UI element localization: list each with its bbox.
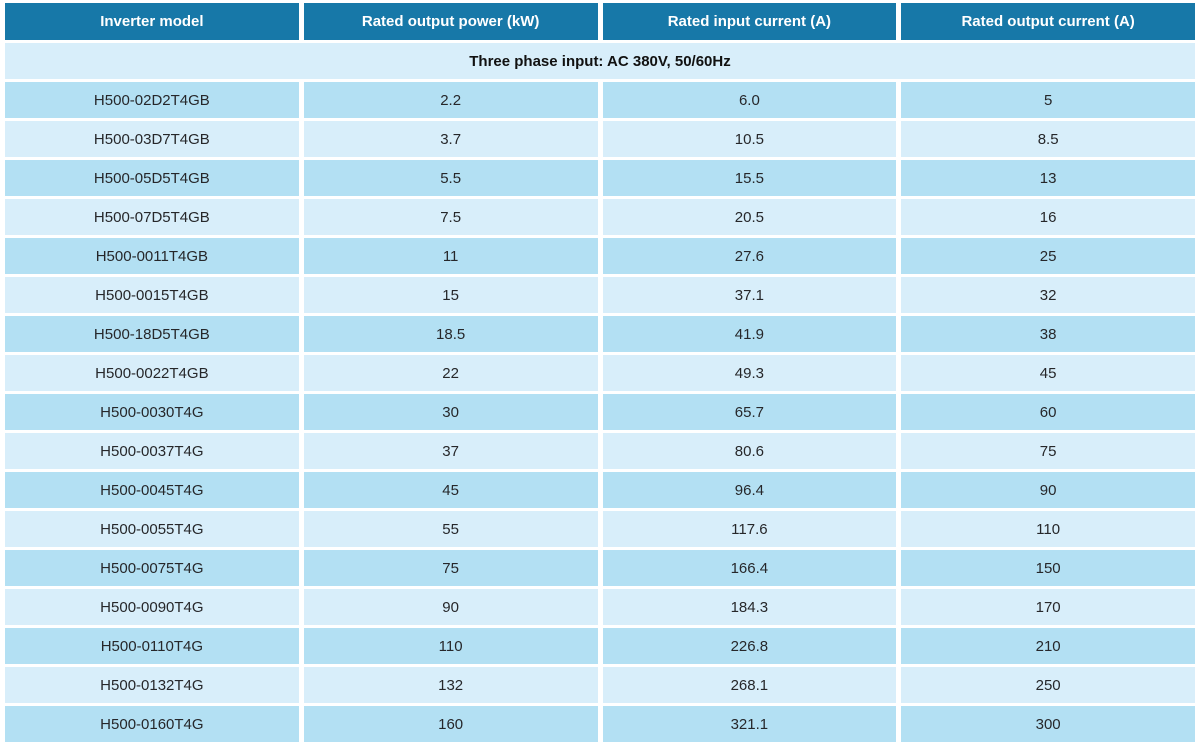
input-current-cell: 49.3 bbox=[602, 355, 897, 391]
input-current-cell: 65.7 bbox=[602, 394, 897, 430]
table-row: H500-18D5T4GB 18.5 41.9 38 bbox=[5, 316, 1195, 352]
model-cell: H500-0090T4G bbox=[5, 589, 299, 625]
header-inverter-model: Inverter model bbox=[5, 3, 299, 40]
model-cell: H500-18D5T4GB bbox=[5, 316, 299, 352]
output-current-cell: 170 bbox=[901, 589, 1195, 625]
output-power-cell: 2.2 bbox=[303, 82, 598, 118]
output-power-cell: 90 bbox=[303, 589, 598, 625]
input-current-cell: 15.5 bbox=[602, 160, 897, 196]
output-power-cell: 37 bbox=[303, 433, 598, 469]
table-row: H500-0022T4GB 22 49.3 45 bbox=[5, 355, 1195, 391]
table-row: H500-0160T4G 160 321.1 300 bbox=[5, 706, 1195, 742]
output-current-cell: 8.5 bbox=[901, 121, 1195, 157]
output-current-cell: 110 bbox=[901, 511, 1195, 547]
table-row: H500-0055T4G 55 117.6 110 bbox=[5, 511, 1195, 547]
output-power-cell: 55 bbox=[303, 511, 598, 547]
input-current-cell: 166.4 bbox=[602, 550, 897, 586]
table-row: H500-05D5T4GB 5.5 15.5 13 bbox=[5, 160, 1195, 196]
table-row: H500-0037T4G 37 80.6 75 bbox=[5, 433, 1195, 469]
model-cell: H500-0045T4G bbox=[5, 472, 299, 508]
input-current-cell: 117.6 bbox=[602, 511, 897, 547]
input-current-cell: 96.4 bbox=[602, 472, 897, 508]
output-current-cell: 210 bbox=[901, 628, 1195, 664]
model-cell: H500-05D5T4GB bbox=[5, 160, 299, 196]
output-power-cell: 11 bbox=[303, 238, 598, 274]
input-current-cell: 37.1 bbox=[602, 277, 897, 313]
model-cell: H500-0110T4G bbox=[5, 628, 299, 664]
output-power-cell: 22 bbox=[303, 355, 598, 391]
output-power-cell: 5.5 bbox=[303, 160, 598, 196]
section-title: Three phase input: AC 380V, 50/60Hz bbox=[5, 43, 1195, 79]
output-current-cell: 16 bbox=[901, 199, 1195, 235]
model-cell: H500-03D7T4GB bbox=[5, 121, 299, 157]
output-power-cell: 30 bbox=[303, 394, 598, 430]
output-current-cell: 5 bbox=[901, 82, 1195, 118]
output-power-cell: 7.5 bbox=[303, 199, 598, 235]
output-current-cell: 90 bbox=[901, 472, 1195, 508]
output-current-cell: 250 bbox=[901, 667, 1195, 703]
output-current-cell: 45 bbox=[901, 355, 1195, 391]
header-rated-output-power: Rated output power (kW) bbox=[303, 3, 598, 40]
output-current-cell: 13 bbox=[901, 160, 1195, 196]
model-cell: H500-02D2T4GB bbox=[5, 82, 299, 118]
input-current-cell: 268.1 bbox=[602, 667, 897, 703]
output-power-cell: 75 bbox=[303, 550, 598, 586]
input-current-cell: 80.6 bbox=[602, 433, 897, 469]
input-current-cell: 10.5 bbox=[602, 121, 897, 157]
table-row: H500-0132T4G 132 268.1 250 bbox=[5, 667, 1195, 703]
output-power-cell: 15 bbox=[303, 277, 598, 313]
model-cell: H500-0022T4GB bbox=[5, 355, 299, 391]
table-body: Three phase input: AC 380V, 50/60Hz H500… bbox=[5, 43, 1195, 742]
input-current-cell: 226.8 bbox=[602, 628, 897, 664]
model-cell: H500-0030T4G bbox=[5, 394, 299, 430]
output-power-cell: 45 bbox=[303, 472, 598, 508]
model-cell: H500-0055T4G bbox=[5, 511, 299, 547]
table-row: H500-0045T4G 45 96.4 90 bbox=[5, 472, 1195, 508]
input-current-cell: 184.3 bbox=[602, 589, 897, 625]
model-cell: H500-0015T4GB bbox=[5, 277, 299, 313]
input-current-cell: 321.1 bbox=[602, 706, 897, 742]
output-current-cell: 38 bbox=[901, 316, 1195, 352]
table-row: H500-03D7T4GB 3.7 10.5 8.5 bbox=[5, 121, 1195, 157]
input-current-cell: 27.6 bbox=[602, 238, 897, 274]
header-rated-input-current: Rated input current (A) bbox=[602, 3, 897, 40]
input-current-cell: 20.5 bbox=[602, 199, 897, 235]
model-cell: H500-0160T4G bbox=[5, 706, 299, 742]
model-cell: H500-0132T4G bbox=[5, 667, 299, 703]
model-cell: H500-0037T4G bbox=[5, 433, 299, 469]
table-row: H500-0011T4GB 11 27.6 25 bbox=[5, 238, 1195, 274]
output-current-cell: 32 bbox=[901, 277, 1195, 313]
table-row: H500-0075T4G 75 166.4 150 bbox=[5, 550, 1195, 586]
table-row: H500-0015T4GB 15 37.1 32 bbox=[5, 277, 1195, 313]
table-header: Inverter model Rated output power (kW) R… bbox=[5, 3, 1195, 40]
model-cell: H500-07D5T4GB bbox=[5, 199, 299, 235]
header-row: Inverter model Rated output power (kW) R… bbox=[5, 3, 1195, 40]
input-current-cell: 41.9 bbox=[602, 316, 897, 352]
header-rated-output-current: Rated output current (A) bbox=[901, 3, 1195, 40]
output-current-cell: 25 bbox=[901, 238, 1195, 274]
output-power-cell: 132 bbox=[303, 667, 598, 703]
table-row: H500-0030T4G 30 65.7 60 bbox=[5, 394, 1195, 430]
output-current-cell: 60 bbox=[901, 394, 1195, 430]
table-row: H500-0110T4G 110 226.8 210 bbox=[5, 628, 1195, 664]
output-current-cell: 300 bbox=[901, 706, 1195, 742]
input-current-cell: 6.0 bbox=[602, 82, 897, 118]
table-row: H500-02D2T4GB 2.2 6.0 5 bbox=[5, 82, 1195, 118]
output-power-cell: 160 bbox=[303, 706, 598, 742]
output-current-cell: 75 bbox=[901, 433, 1195, 469]
table-row: H500-0090T4G 90 184.3 170 bbox=[5, 589, 1195, 625]
table-row: H500-07D5T4GB 7.5 20.5 16 bbox=[5, 199, 1195, 235]
output-current-cell: 150 bbox=[901, 550, 1195, 586]
model-cell: H500-0075T4G bbox=[5, 550, 299, 586]
section-row: Three phase input: AC 380V, 50/60Hz bbox=[5, 43, 1195, 79]
model-cell: H500-0011T4GB bbox=[5, 238, 299, 274]
output-power-cell: 18.5 bbox=[303, 316, 598, 352]
output-power-cell: 3.7 bbox=[303, 121, 598, 157]
output-power-cell: 110 bbox=[303, 628, 598, 664]
